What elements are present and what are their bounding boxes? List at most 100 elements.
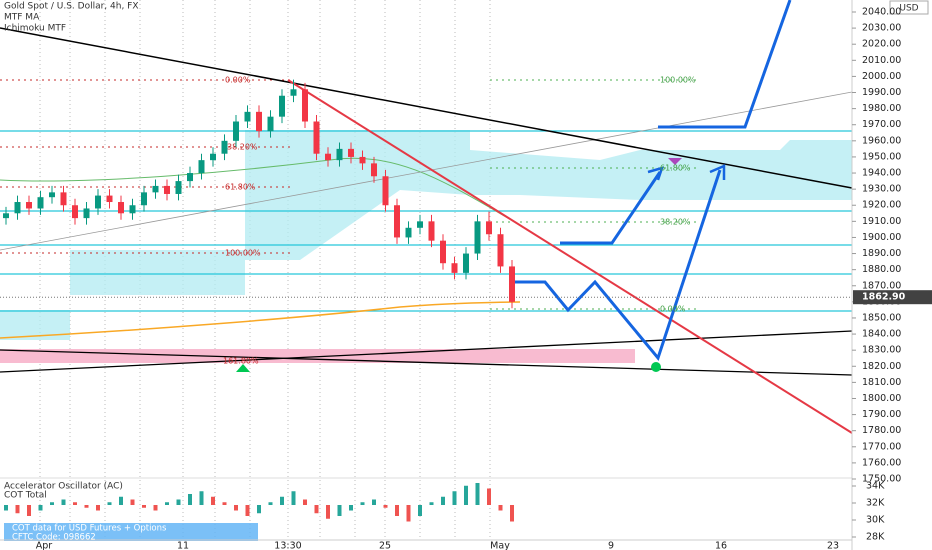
price-label: 1840.00 bbox=[862, 329, 901, 340]
price-label: 1920.00 bbox=[862, 200, 901, 211]
osc-bar bbox=[61, 499, 66, 505]
price-label: 1970.00 bbox=[862, 119, 901, 130]
osc-bar bbox=[280, 496, 284, 505]
fib-label: 0.00% bbox=[660, 305, 686, 314]
candle-body bbox=[417, 221, 423, 228]
osc-bar bbox=[50, 502, 54, 505]
price-label: 1980.00 bbox=[862, 103, 901, 114]
osc-bar bbox=[498, 505, 503, 511]
candle-body bbox=[244, 111, 251, 122]
osc-bar bbox=[268, 502, 273, 505]
candle-body bbox=[3, 213, 9, 219]
osc-bar bbox=[15, 505, 20, 514]
osc-bar bbox=[510, 505, 514, 522]
candle-body bbox=[336, 148, 343, 161]
osc-bar bbox=[153, 505, 158, 511]
candle-body bbox=[497, 234, 504, 267]
candle-body bbox=[394, 205, 400, 238]
osc-bar bbox=[337, 505, 342, 516]
candle-body bbox=[221, 140, 228, 154]
osc-bar bbox=[142, 505, 146, 508]
osc-title: Accelerator Oscillator (AC) bbox=[4, 482, 123, 492]
price-label: 1780.00 bbox=[862, 425, 901, 436]
candle-body bbox=[14, 202, 21, 214]
levels bbox=[0, 130, 852, 312]
osc-bar bbox=[176, 499, 181, 505]
cot-note: CFTC Code: 098662 bbox=[12, 533, 96, 543]
price-label: 1820.00 bbox=[862, 361, 901, 372]
arrow-down bbox=[668, 158, 682, 165]
osc-tick: 28K bbox=[866, 532, 885, 543]
price-label: 2010.00 bbox=[862, 55, 901, 66]
candle-body bbox=[509, 266, 515, 302]
trend-upper bbox=[0, 27, 853, 189]
osc-bar bbox=[96, 505, 100, 511]
candle-body bbox=[313, 121, 320, 154]
candle-body bbox=[359, 156, 366, 164]
osc-bar bbox=[441, 496, 445, 505]
signal-dot bbox=[651, 362, 661, 372]
ma-green bbox=[0, 157, 521, 226]
time-label: 23 bbox=[827, 541, 839, 550]
current-price: 1862.90 bbox=[862, 292, 906, 303]
candle-body bbox=[463, 253, 469, 273]
candle-body bbox=[451, 263, 458, 273]
fib-label: 61.80% bbox=[225, 183, 256, 192]
osc-bar bbox=[360, 502, 365, 505]
currency: USD bbox=[899, 4, 918, 14]
candle-body bbox=[210, 153, 216, 161]
price-axis-bg bbox=[852, 0, 932, 550]
candle-body bbox=[348, 148, 354, 157]
time-label: 25 bbox=[379, 541, 391, 550]
candle-body bbox=[371, 163, 377, 177]
indicator: Ichimoku MTF bbox=[4, 24, 66, 34]
fib-label: 38.20% bbox=[660, 218, 691, 227]
osc-bar bbox=[395, 505, 399, 516]
osc-bar bbox=[4, 505, 8, 511]
osc-tick: 32K bbox=[866, 498, 885, 509]
osc-bar bbox=[73, 502, 77, 505]
trend-lower bbox=[0, 349, 853, 376]
candle-body bbox=[95, 195, 101, 209]
time-label: 16 bbox=[715, 541, 727, 550]
ma-yellow bbox=[0, 301, 521, 339]
osc-bar bbox=[326, 505, 330, 519]
time-label: 13:30 bbox=[274, 541, 301, 550]
price-label: 2040.00 bbox=[862, 7, 901, 18]
candle-body bbox=[37, 197, 44, 209]
price-label: 1750.00 bbox=[862, 474, 901, 485]
price-label: 1910.00 bbox=[862, 216, 901, 227]
currency-box bbox=[889, 0, 929, 15]
osc-bar bbox=[234, 505, 238, 511]
trend-rising bbox=[0, 330, 853, 373]
osc-bar bbox=[245, 505, 250, 516]
osc-bar bbox=[303, 499, 307, 505]
price-label: 1830.00 bbox=[862, 345, 901, 356]
osc-bar bbox=[165, 502, 169, 505]
time-label: May bbox=[490, 541, 510, 550]
price-tag bbox=[853, 290, 932, 305]
fib-label: 161.80% bbox=[223, 357, 259, 366]
candle-body bbox=[60, 192, 67, 206]
candle-body bbox=[440, 240, 446, 264]
price-label: 1760.00 bbox=[862, 457, 901, 468]
ichimoku-cloud bbox=[0, 130, 852, 340]
trend-gray bbox=[0, 91, 853, 251]
osc-bar bbox=[130, 499, 135, 505]
osc-bar bbox=[452, 491, 457, 505]
fib-label: 38.20% bbox=[227, 143, 258, 152]
candle-body bbox=[175, 181, 182, 194]
osc-bar bbox=[107, 502, 112, 505]
price-label: 1810.00 bbox=[862, 377, 901, 388]
candle-body bbox=[118, 202, 124, 214]
price-label: 1990.00 bbox=[862, 87, 901, 98]
osc-bar bbox=[406, 505, 411, 522]
candle-body bbox=[141, 192, 147, 206]
arrow-up bbox=[236, 364, 250, 372]
price-label: 1850.00 bbox=[862, 312, 901, 323]
osc-bar bbox=[188, 494, 192, 505]
osc-tick: 30K bbox=[866, 515, 885, 526]
candle-body bbox=[256, 111, 262, 132]
osc-bar bbox=[429, 502, 434, 505]
